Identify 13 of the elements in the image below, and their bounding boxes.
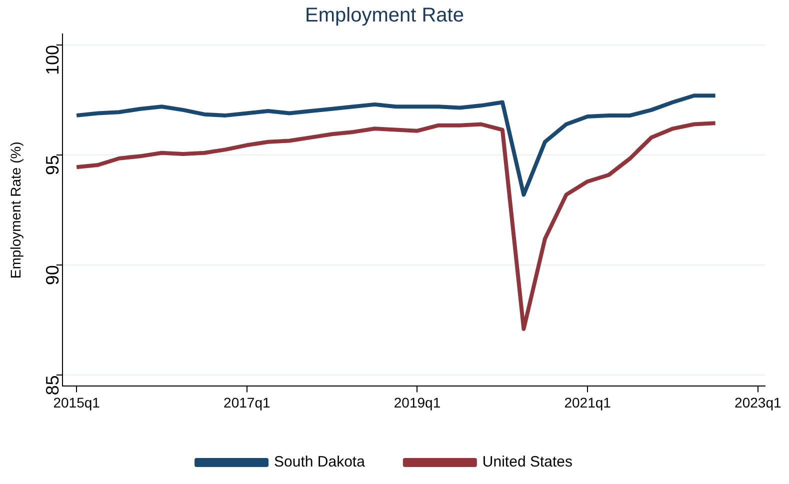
y-tick-label: 85 <box>42 375 62 396</box>
x-tick-label: 2021q1 <box>564 394 612 410</box>
x-tick-label: 2019q1 <box>394 394 441 410</box>
legend-label: South Dakota <box>274 454 366 471</box>
y-tick-label: 95 <box>42 155 62 176</box>
chart-title: Employment Rate <box>305 4 464 27</box>
legend-label: United States <box>482 454 572 471</box>
y-tick-label: 90 <box>42 265 62 286</box>
x-tick-label: 2015q1 <box>53 394 100 410</box>
x-tick-label: 2017q1 <box>224 394 270 410</box>
y-tick-label: 100 <box>42 45 62 76</box>
x-tick-label: 2023q1 <box>734 394 782 410</box>
y-axis-title: Employment Rate (%) <box>7 142 24 279</box>
